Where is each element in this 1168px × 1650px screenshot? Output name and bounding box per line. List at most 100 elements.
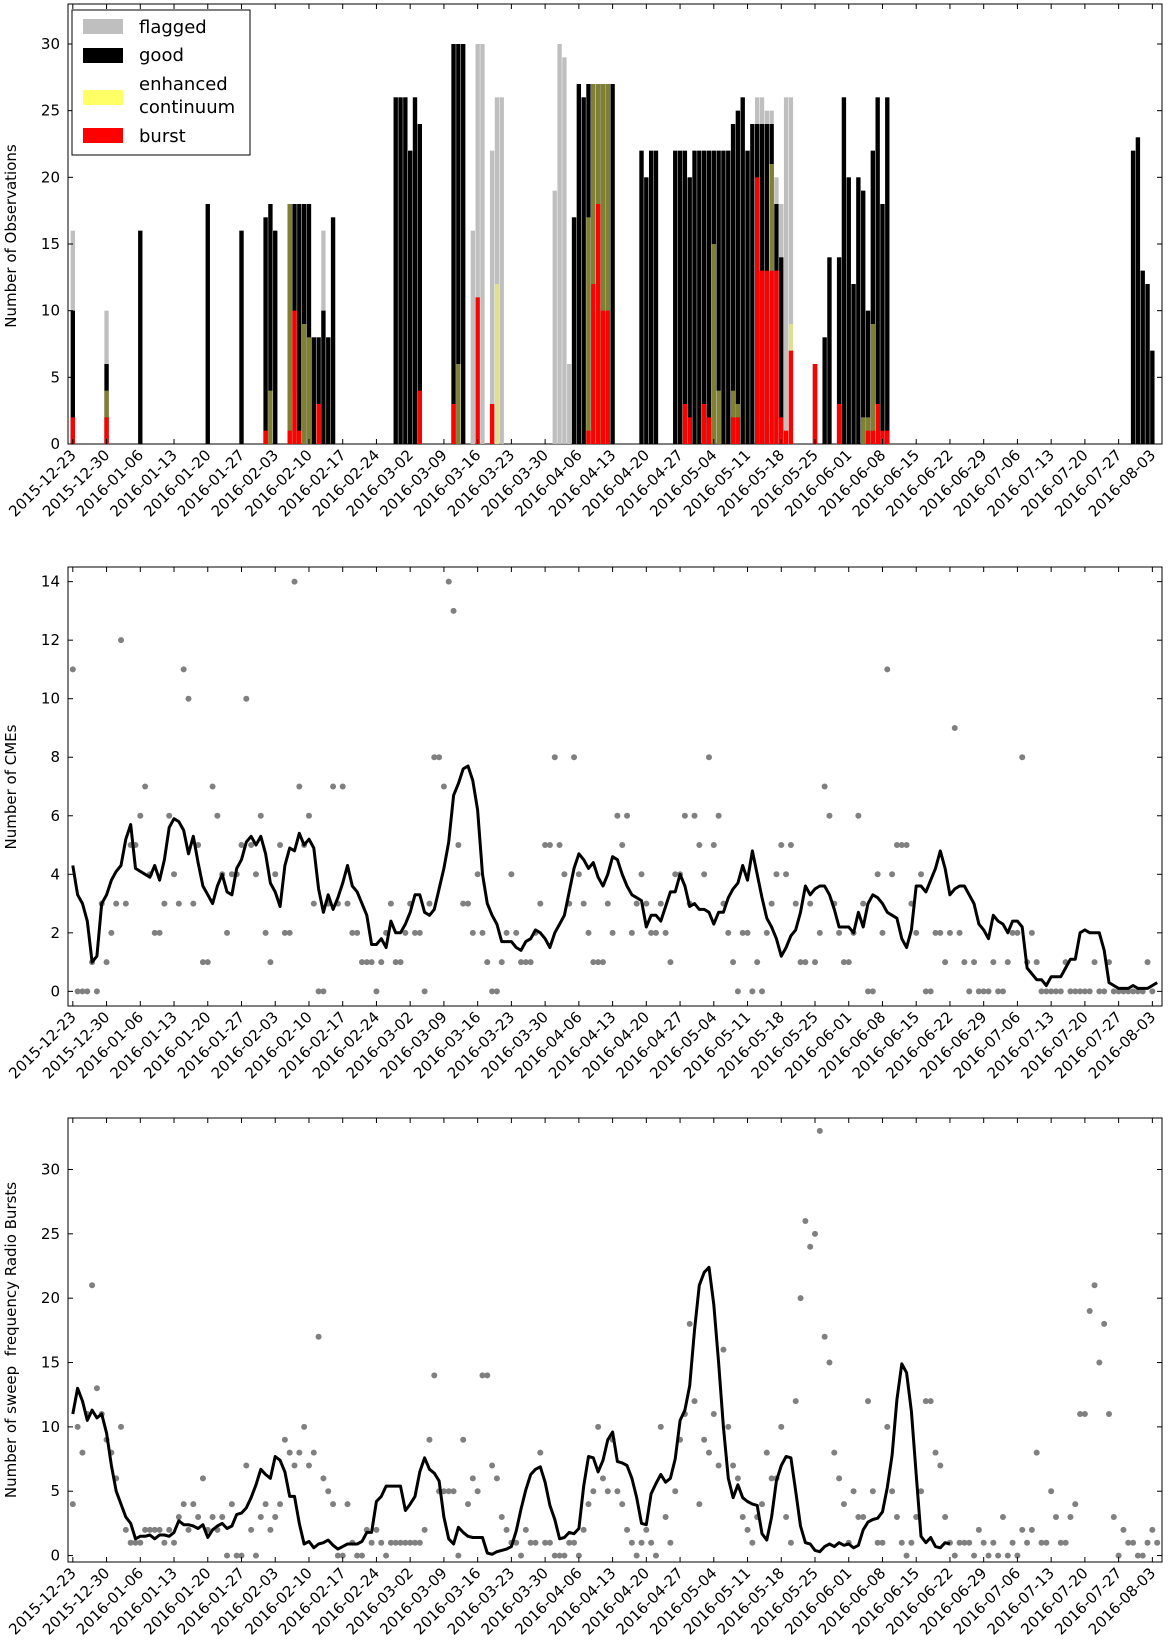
bar-flagged <box>489 150 495 444</box>
data-point <box>175 1513 182 1520</box>
data-point <box>498 959 505 966</box>
y-tick-label: 5 <box>50 368 60 386</box>
data-point <box>146 1526 153 1533</box>
data-point <box>156 929 163 936</box>
data-point <box>1038 988 1045 995</box>
data-point <box>575 1552 582 1559</box>
data-point <box>421 988 428 995</box>
data-point <box>845 959 852 966</box>
data-point <box>652 929 659 936</box>
data-point <box>209 1513 216 1520</box>
data-point <box>84 988 91 995</box>
bar-burst <box>788 350 794 444</box>
y-axis-cmes: 0 2 4 6 8 10 12 14 <box>41 573 1162 1000</box>
data-point <box>383 1552 390 1559</box>
data-point <box>1028 929 1035 936</box>
data-point <box>1101 1320 1108 1327</box>
y-tick-label: 5 <box>50 1482 60 1500</box>
data-point <box>937 929 944 936</box>
data-point <box>734 1475 741 1482</box>
data-point <box>860 900 867 907</box>
bar-burst <box>682 404 688 444</box>
data-point <box>787 1539 794 1546</box>
data-point <box>580 1526 587 1533</box>
bar-enhanced-continuum <box>716 390 721 444</box>
data-point <box>758 988 765 995</box>
data-point <box>108 929 115 936</box>
data-point <box>638 1539 645 1546</box>
data-point <box>1105 1411 1112 1417</box>
bar-burst <box>451 404 456 444</box>
bar-burst <box>735 417 741 444</box>
data-point <box>797 1295 804 1302</box>
data-point <box>315 988 322 995</box>
y-tick-label: 10 <box>41 1418 60 1436</box>
data-point <box>744 929 751 936</box>
data-point <box>652 1552 659 1559</box>
data-point <box>1144 1539 1151 1546</box>
data-point <box>185 1526 192 1533</box>
data-point <box>961 1539 968 1546</box>
data-point <box>392 1539 399 1546</box>
data-point <box>889 871 896 878</box>
data-point <box>286 929 293 936</box>
data-point <box>778 842 785 849</box>
data-point <box>214 812 221 819</box>
bar-good <box>856 177 861 445</box>
bar-burst <box>489 404 495 444</box>
data-point <box>1014 1552 1021 1559</box>
data-point <box>484 959 491 966</box>
data-point <box>546 842 553 849</box>
data-point <box>320 988 327 995</box>
y-tick-label: 0 <box>50 1547 60 1565</box>
data-point <box>465 1501 472 1508</box>
data-point <box>792 900 799 907</box>
bar-good <box>673 150 678 444</box>
bar-burst <box>769 270 774 444</box>
bar-flagged <box>470 230 475 444</box>
bar-good <box>306 204 312 444</box>
bar-good <box>841 97 847 444</box>
data-point <box>734 988 741 995</box>
data-point <box>1081 1411 1088 1417</box>
data-point <box>1024 1539 1031 1546</box>
data-point <box>566 1539 573 1546</box>
bar-good <box>1135 137 1141 445</box>
data-point <box>619 842 626 849</box>
data-point <box>980 988 987 995</box>
bar-burst <box>779 417 784 444</box>
data-point <box>860 1513 867 1520</box>
data-point <box>580 900 587 907</box>
data-point <box>1072 988 1079 995</box>
data-point <box>773 871 780 878</box>
data-point <box>387 1539 394 1546</box>
bar-burst <box>836 404 842 444</box>
bar-good <box>730 124 736 444</box>
bar-good <box>721 150 726 444</box>
bar-flagged <box>567 364 572 444</box>
x-axis-radio-bursts: 2015-12-232015-12-302016-01-062016-01-13… <box>5 1118 1159 1638</box>
data-point <box>1110 1513 1117 1520</box>
data-point <box>705 754 712 761</box>
y-tick-label: 0 <box>50 435 60 453</box>
legend-swatch-burst <box>83 128 123 143</box>
y-tick-label: 10 <box>41 302 60 320</box>
data-point <box>455 1552 462 1559</box>
bar-good <box>263 217 268 444</box>
bar-good <box>648 150 654 444</box>
data-point <box>725 1423 732 1430</box>
data-point <box>763 929 770 936</box>
data-point <box>1120 1526 1127 1533</box>
data-point <box>831 1449 838 1456</box>
bar-good <box>393 97 398 444</box>
data-point <box>252 871 259 878</box>
y-tick-label: 30 <box>41 35 60 53</box>
data-point <box>1009 929 1016 936</box>
bar-burst <box>764 270 769 444</box>
bar-flagged <box>499 97 504 444</box>
data-point <box>378 1539 385 1546</box>
data-point <box>166 1526 173 1533</box>
bar-good <box>408 150 413 444</box>
y-tick-label: 12 <box>41 631 60 649</box>
data-point <box>411 929 418 936</box>
